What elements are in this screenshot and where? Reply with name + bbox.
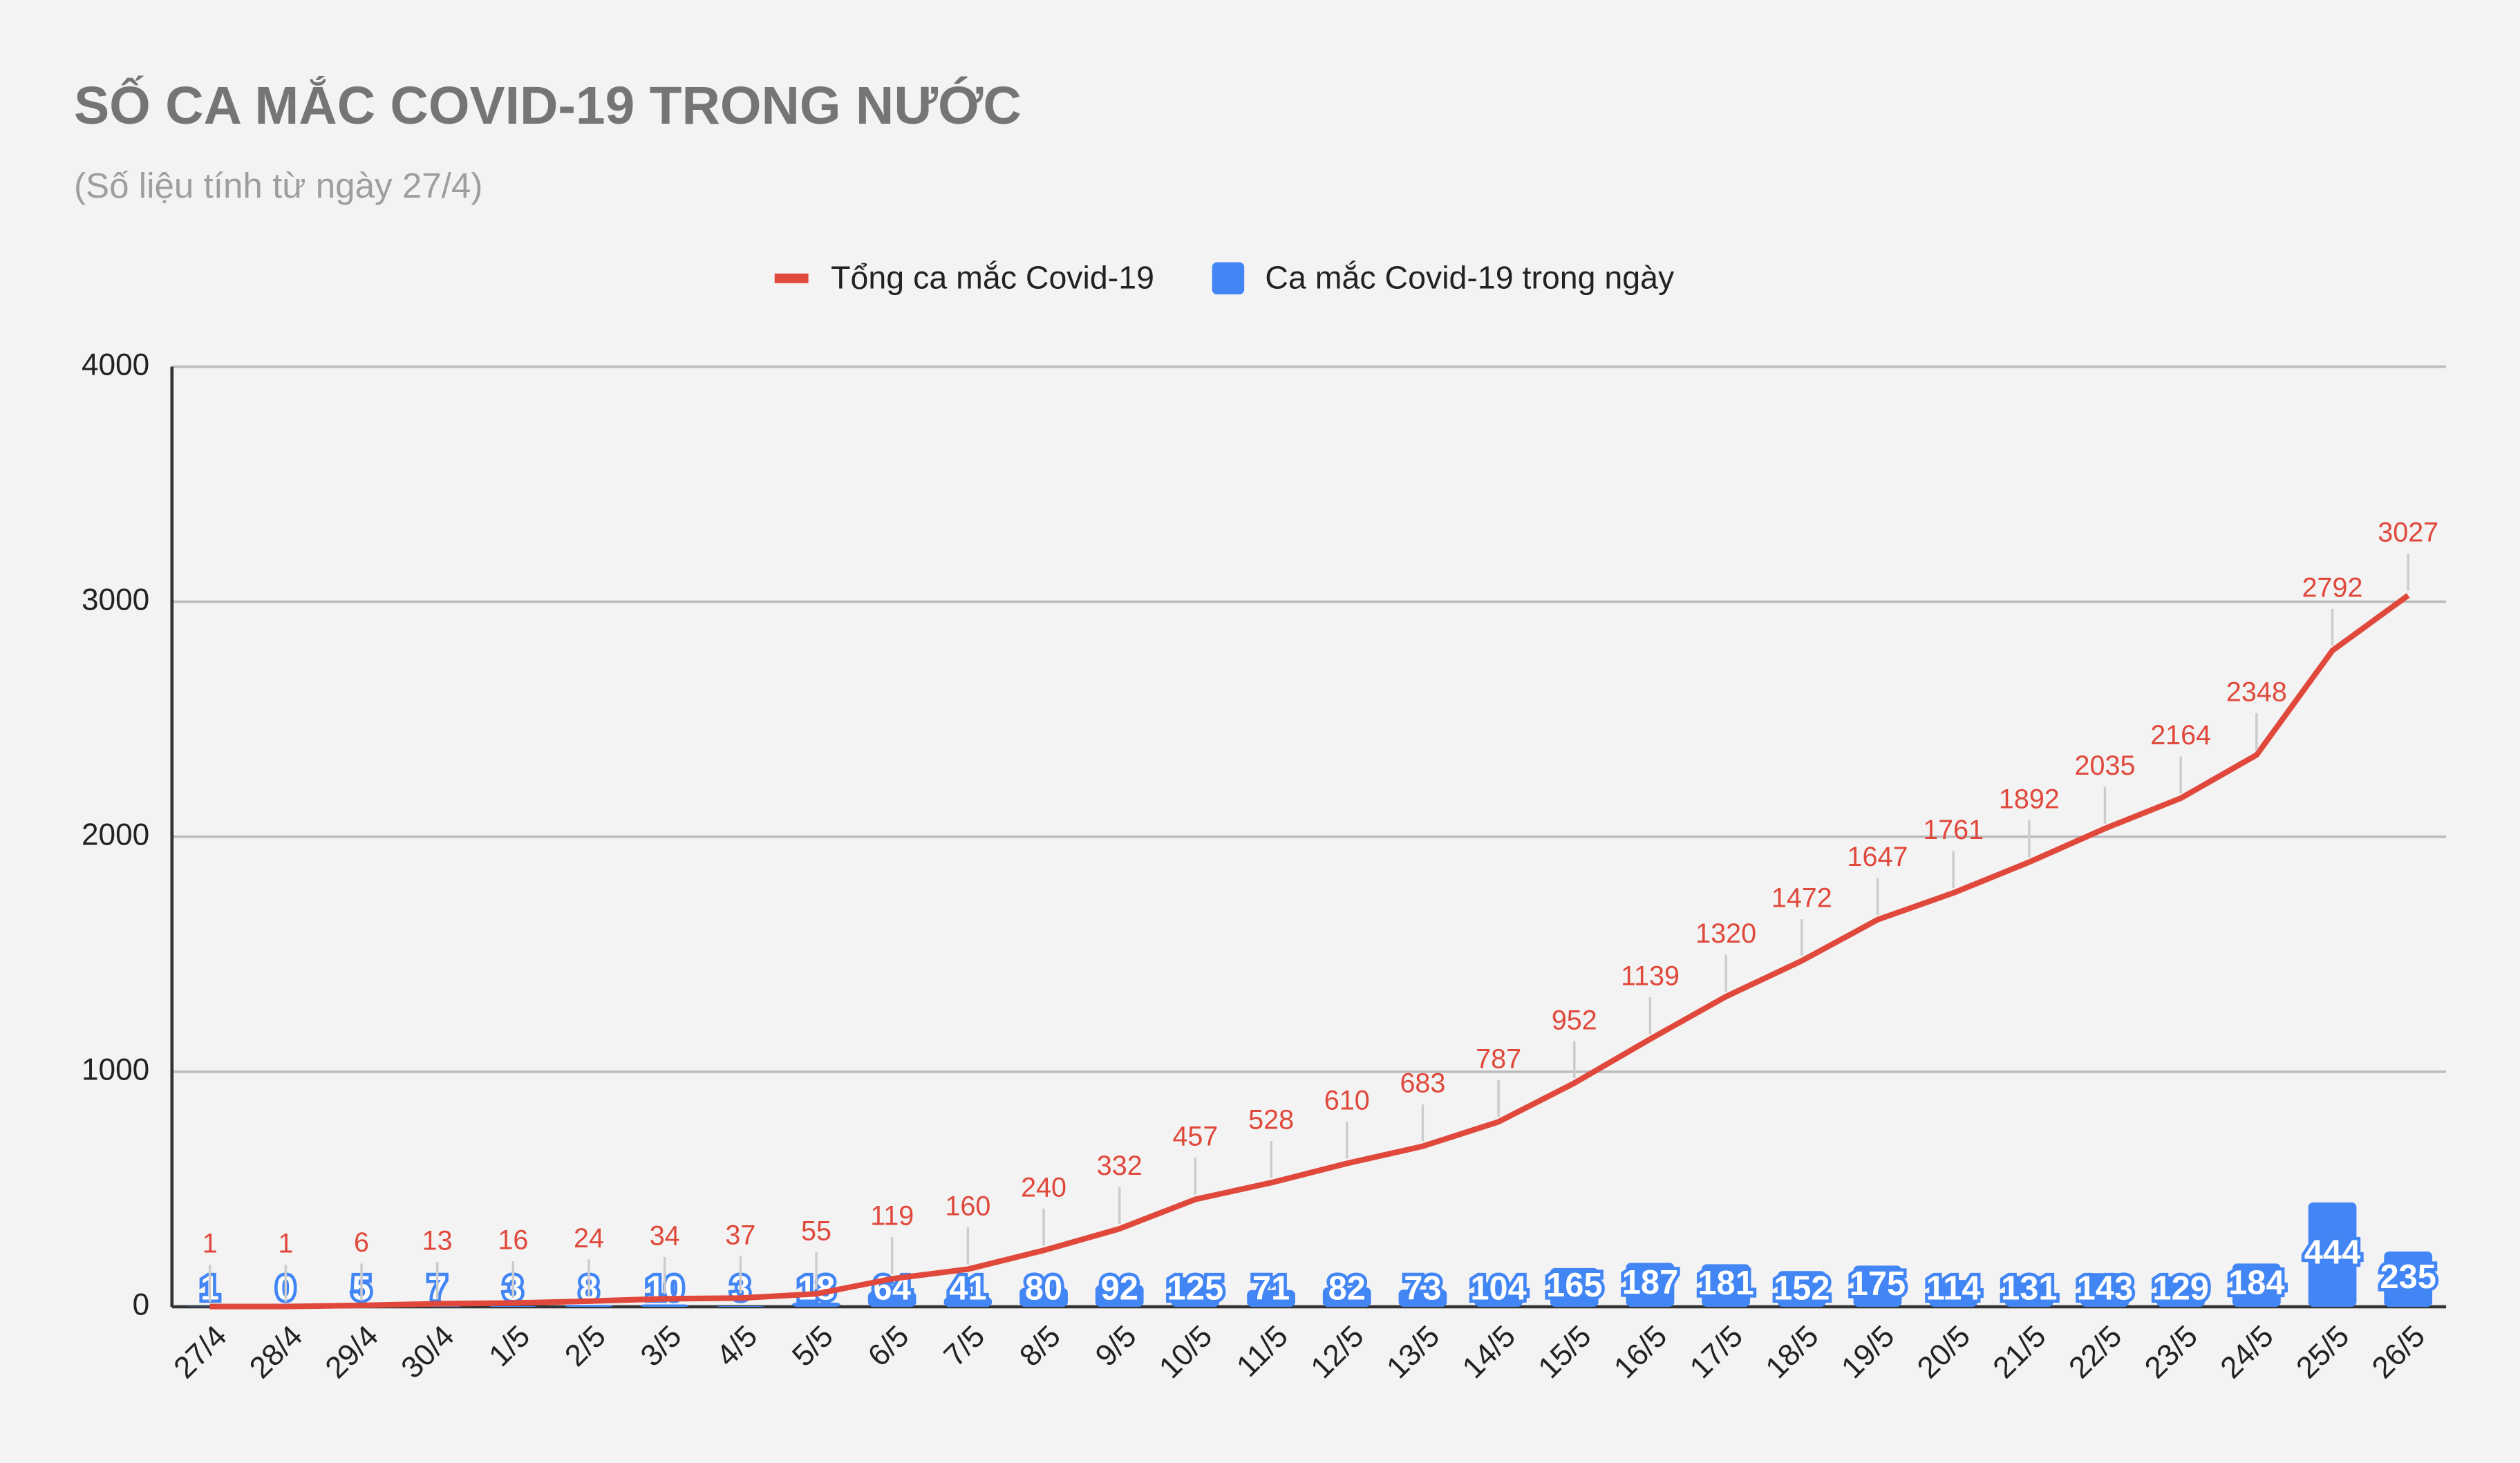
data-label: 92: [1101, 1270, 1138, 1308]
bar: [489, 1305, 538, 1307]
data-label: 6: [354, 1227, 369, 1258]
bar: [1095, 1285, 1144, 1307]
bar: [1550, 1267, 1599, 1307]
data-label: 160: [945, 1191, 990, 1222]
bar: [2308, 1202, 2357, 1307]
bar: [1929, 1280, 1978, 1307]
y-tick-label: 3000: [82, 583, 149, 616]
data-label: 1: [203, 1229, 218, 1259]
bar: [1398, 1290, 1447, 1307]
data-label: 240: [1021, 1172, 1066, 1202]
data-label: 143: [2077, 1270, 2133, 1308]
data-label: 73: [1404, 1270, 1441, 1308]
y-tick-label: 2000: [82, 818, 149, 851]
data-label: 24: [574, 1223, 604, 1254]
data-label: 2164: [2150, 720, 2211, 751]
data-label: 104: [1470, 1270, 1526, 1308]
data-label: 55: [801, 1216, 831, 1246]
data-label: 1892: [1999, 784, 2060, 815]
data-label: 119: [870, 1201, 914, 1231]
bar: [1626, 1263, 1675, 1307]
data-label: 165: [1546, 1267, 1602, 1304]
data-label: 1: [278, 1229, 293, 1259]
data-label: 1472: [1771, 882, 1832, 913]
y-tick-label: 1000: [82, 1053, 149, 1087]
bar: [2156, 1276, 2206, 1307]
data-label: 444: [2304, 1234, 2360, 1271]
bar: [2384, 1252, 2433, 1307]
bar: [565, 1305, 613, 1307]
bar: [1019, 1287, 1068, 1307]
bar: [1702, 1264, 1751, 1307]
legend-swatch: [1212, 262, 1245, 295]
data-label: 175: [1850, 1265, 1906, 1303]
data-label: 114: [1926, 1270, 1981, 1308]
data-label: 13: [422, 1226, 453, 1256]
y-tick-label: 4000: [82, 348, 149, 381]
legend-swatch: [774, 273, 809, 283]
data-label: 2035: [2075, 751, 2136, 781]
data-label: 187: [1622, 1264, 1678, 1301]
bar: [716, 1305, 765, 1307]
data-label: 181: [1698, 1265, 1753, 1302]
y-tick-label: 0: [133, 1288, 150, 1322]
legend-label: Tổng ca mắc Covid-19: [831, 259, 1154, 295]
bar: [1322, 1287, 1371, 1307]
data-label: 41: [949, 1270, 986, 1308]
data-label: 610: [1324, 1086, 1370, 1116]
chart-subtitle: (Số liệu tính từ ngày 27/4): [74, 166, 482, 205]
data-label: 235: [2380, 1258, 2436, 1296]
data-label: 2792: [2302, 573, 2363, 603]
bar: [640, 1304, 689, 1307]
data-label: 129: [2152, 1270, 2208, 1308]
data-label: 16: [498, 1225, 528, 1256]
data-label: 125: [1167, 1270, 1223, 1308]
data-label: 528: [1248, 1104, 1294, 1135]
data-label: 1139: [1621, 961, 1680, 992]
data-label: 152: [1774, 1270, 1830, 1308]
data-label: 952: [1552, 1005, 1597, 1035]
data-label: 683: [1400, 1068, 1445, 1099]
line: [209, 593, 2410, 1310]
data-label: 332: [1097, 1151, 1143, 1181]
data-label: 131: [2001, 1270, 2057, 1308]
bar: [1474, 1282, 1523, 1307]
data-label: 457: [1172, 1122, 1218, 1152]
legend-label: Ca mắc Covid-19 trong ngày: [1265, 259, 1675, 295]
data-label: 37: [725, 1220, 755, 1250]
bar: [2004, 1276, 2053, 1307]
chart-title: SỐ CA MẮC COVID-19 TRONG NƯỚC: [74, 76, 1022, 135]
data-label: 71: [1252, 1270, 1290, 1308]
data-label: 2348: [2226, 677, 2287, 708]
data-label: 82: [1328, 1270, 1366, 1308]
data-label: 1647: [1847, 842, 1908, 872]
bar: [1777, 1271, 1826, 1307]
data-label: 184: [2228, 1265, 2284, 1302]
bar: [1171, 1277, 1220, 1307]
bar: [2232, 1263, 2281, 1307]
bar: [867, 1292, 916, 1307]
bar: [1247, 1290, 1295, 1307]
data-label: 3027: [2378, 518, 2438, 548]
bar: [792, 1302, 840, 1307]
bar: [2080, 1273, 2129, 1307]
bar: [1853, 1265, 1902, 1307]
data-label: 787: [1476, 1044, 1521, 1074]
data-label: 34: [650, 1220, 680, 1251]
bar: [943, 1296, 993, 1307]
data-label: 1761: [1923, 815, 1984, 845]
data-label: 80: [1025, 1270, 1062, 1308]
data-label: 1320: [1695, 918, 1756, 949]
